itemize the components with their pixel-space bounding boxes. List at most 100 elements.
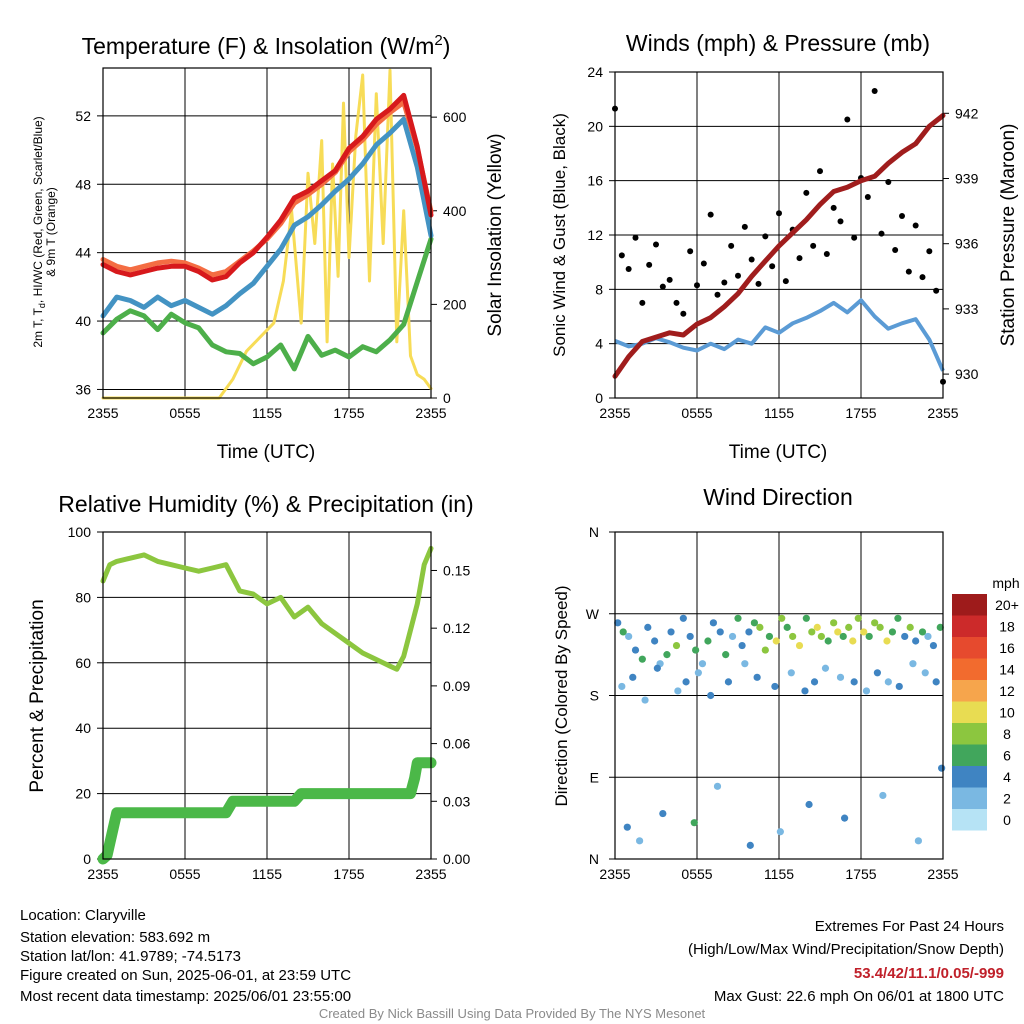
direction-point [674,687,682,695]
direction-tick-label: N [589,524,599,540]
y2-tick-label: 933 [955,301,979,317]
legend-label: 6 [1003,748,1011,764]
direction-point [876,623,884,631]
y-tick-label: 20 [587,118,603,134]
y-tick-label: 80 [75,589,91,605]
y-tick-label: 8 [595,281,603,297]
x-tick-label: 2355 [599,866,630,882]
direction-point [894,614,902,622]
legend-swatch [952,615,987,637]
legend-swatch [952,723,987,745]
direction-point [929,641,938,650]
direction-point [873,669,882,677]
direction-point [783,623,791,631]
y2-tick-label: 0.09 [443,678,470,694]
gust-point [810,242,817,249]
direction-point [871,619,879,627]
y-tick-label: 4 [595,336,603,352]
wind-speed-line [614,298,945,372]
wind-y-axis-label: Sonic Wind & Gust (Blue, Black) [550,113,569,357]
legend-label: 20+ [995,597,1019,613]
direction-point [895,682,903,691]
insolation-line-yellow [101,68,433,400]
direction-point [631,646,640,654]
legend-label: 10 [999,705,1015,721]
direction-point [724,678,733,686]
y-tick-label: 60 [75,655,91,671]
legend-swatch [952,787,987,809]
direction-point [924,632,932,641]
direction-tick-label: S [590,688,599,704]
plot-frame [614,71,944,399]
gust-point [885,179,892,186]
gust-point [871,88,878,95]
direction-point [845,623,853,631]
direction-point [741,660,749,668]
gust-point [707,211,714,218]
x-tick-label: 0555 [169,405,200,421]
gust-point [673,299,680,306]
direction-point [813,623,821,631]
direction-point [938,764,946,772]
x-tick-label: 0555 [681,866,712,882]
gust-point [632,234,639,241]
direction-point [623,823,631,831]
direction-point [795,641,804,650]
direction-point [686,632,694,641]
y2-tick-label: 0.12 [443,620,470,636]
direction-point [772,637,780,645]
gust-point [905,268,912,275]
direction-point [651,637,659,645]
direction-point [659,809,667,818]
legend-swatch [952,809,987,831]
direction-point [888,628,897,636]
extremes-subheading: (High/Low/Max Wind/Precipitation/Snow De… [688,941,1004,958]
direction-point [787,669,795,677]
gust-point [735,272,741,279]
direction-point [830,619,838,627]
dir-y-axis-label: Direction (Colored By Speed) [552,585,571,806]
credit-text: Created By Nick Bassill Using Data Provi… [318,1006,706,1021]
elevation-text: Station elevation: 583.692 m [20,929,211,946]
gust-point [878,230,885,237]
direction-point [778,614,786,622]
direction-point [776,828,784,836]
direction-point [841,814,849,822]
legend-label: 8 [1003,726,1011,742]
plot-frame [102,531,432,860]
gust-point [646,261,653,268]
svg-text:2m T, Td, HI/WC (Red, Green, S: 2m T, Td, HI/WC (Red, Green, Scarlet/Blu… [31,116,47,347]
direction-point [789,632,797,641]
direction-point [834,628,842,636]
direction-point [694,669,702,677]
y-tick-label: 16 [587,173,603,189]
svg-text:& 9m T (Orange): & 9m T (Orange) [44,187,58,277]
gust-point [796,255,803,262]
rh-chart-title: Relative Humidity (%) & Precipitation (i… [58,491,473,517]
y-tick-label: 40 [75,313,91,329]
gust-point [714,291,721,298]
gust-point [653,241,659,248]
x-tick-label: 0555 [169,866,200,882]
gust-point [782,278,789,285]
speed-color-legend: mph 20+ 18 16 14 12 10 8 6 4 2 0 [952,575,1020,831]
gust-point [899,212,905,219]
solar-y-axis-label: Solar Insolation (Yellow) [485,133,506,336]
direction-point [746,841,754,849]
legend-label: 2 [1003,791,1011,807]
gust-point [926,248,933,255]
x-tick-label: 1755 [845,405,876,421]
x-tick-label: 1755 [333,866,364,882]
y-tick-label: 40 [75,720,91,736]
direction-point [692,646,700,654]
legend-swatch [952,680,987,702]
pressure-line [612,113,946,379]
direction-point [921,669,929,677]
y2-tick-label: 942 [955,105,979,121]
y2-tick-label: 600 [443,109,467,125]
temp-line-red [100,92,434,283]
direction-point [821,664,830,672]
gust-point [728,242,735,249]
direction-point [854,614,862,622]
